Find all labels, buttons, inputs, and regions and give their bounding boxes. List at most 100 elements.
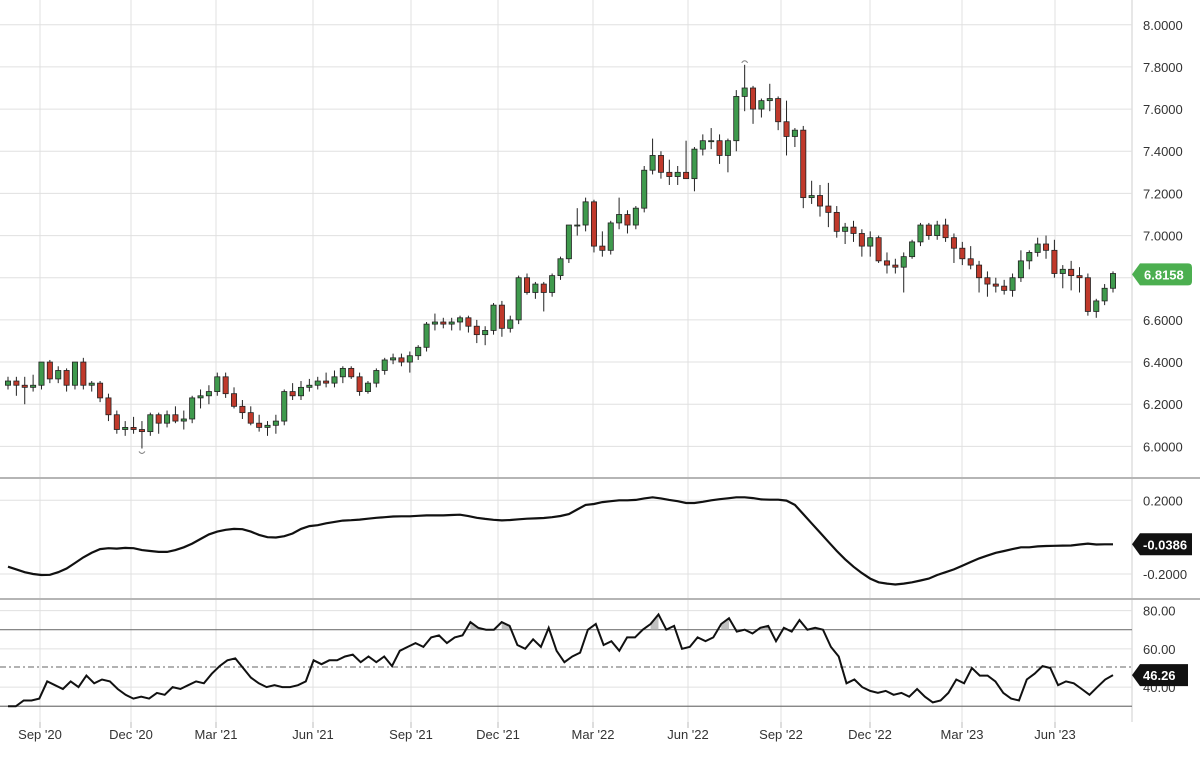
candle-body [105, 397, 112, 416]
candle-body [46, 361, 53, 380]
candle-body [1034, 243, 1041, 253]
candle-body [1051, 249, 1058, 274]
candle-body [875, 237, 882, 262]
y-tick-label: 80.00 [1143, 604, 1176, 619]
x-tick-label: Jun '22 [667, 727, 709, 742]
candle-body [138, 429, 145, 433]
candle-body [1110, 273, 1116, 289]
candle-body [775, 98, 782, 123]
candle-body [833, 211, 840, 232]
x-tick-label: Jun '23 [1034, 727, 1076, 742]
indicator-panel-1: 0.2000 -0.2000 -0.0386 [7, 493, 1192, 586]
candle-body [867, 237, 874, 247]
last-price-label: 6.8158 [1144, 267, 1184, 282]
x-tick-label: Sep '21 [389, 727, 433, 742]
candle-body [323, 380, 330, 384]
candle-body [817, 195, 824, 207]
price-panel: 8.00007.80007.60007.40007.20007.00006.80… [5, 18, 1192, 454]
candle-body [297, 386, 304, 397]
last-price-badge [1132, 263, 1192, 286]
grid-layer [0, 0, 1200, 722]
candle-body [967, 258, 974, 266]
candle-body [348, 367, 355, 378]
x-tick-label: Mar '21 [195, 727, 238, 742]
candle-body [842, 226, 849, 232]
candle-body [205, 391, 212, 397]
candle-body [172, 414, 179, 422]
candle-body [88, 382, 95, 386]
candle-body [448, 321, 455, 325]
candle-body [314, 380, 321, 386]
candle-body [364, 382, 371, 392]
candle-body [699, 140, 706, 150]
candle-body [21, 384, 28, 388]
candle-body [155, 414, 162, 424]
indicator-1-value: -0.0386 [1143, 537, 1187, 552]
candle-body [858, 233, 865, 247]
candle-body [1101, 287, 1108, 302]
candle-body [180, 418, 187, 422]
candle-body [490, 304, 497, 331]
candle-body [934, 224, 941, 236]
candle-body [390, 357, 397, 361]
y-tick-label: -0.2000 [1143, 567, 1187, 582]
overbought-fill [721, 618, 729, 630]
candle-body [574, 224, 581, 227]
high-marker [741, 60, 749, 64]
candle-body [950, 237, 957, 249]
candle-body [616, 214, 623, 224]
candle-body [71, 361, 78, 386]
y-tick-label: 7.2000 [1143, 186, 1183, 201]
y-tick-label: 7.8000 [1143, 60, 1183, 75]
indicator-2-line [8, 612, 1114, 708]
candle-body [724, 140, 731, 156]
candle-body [641, 169, 648, 209]
x-tick-label: Sep '22 [759, 727, 803, 742]
candle-body [331, 376, 338, 384]
y-tick-label: 6.2000 [1143, 397, 1183, 412]
candle-body [515, 277, 522, 321]
candle-body [130, 427, 137, 430]
candle-body [440, 321, 447, 325]
candle-body [758, 100, 765, 110]
candle-body [197, 395, 204, 399]
candle-body [599, 245, 606, 251]
candle-body [524, 277, 531, 293]
candle-body [808, 195, 815, 199]
candle-body [666, 171, 673, 177]
candle-body [80, 361, 87, 386]
candle-body [222, 376, 229, 395]
y-tick-label: 60.00 [1143, 642, 1176, 657]
candle-body [959, 247, 966, 260]
candle-body [657, 155, 664, 173]
candle-body [55, 370, 62, 380]
candle-body [540, 283, 547, 293]
y-tick-label: 6.0000 [1143, 439, 1183, 454]
x-tick-label: Dec '21 [476, 727, 520, 742]
candle-body [607, 222, 614, 251]
candle-body [1017, 260, 1024, 279]
candle-body [214, 376, 221, 392]
x-tick-label: Mar '22 [572, 727, 615, 742]
candle-body [909, 241, 916, 258]
y-tick-label: 7.4000 [1143, 144, 1183, 159]
candle-body [281, 391, 288, 422]
candle-body [113, 414, 120, 430]
candle-body [733, 96, 740, 142]
candle-body [984, 277, 991, 285]
candle-body [925, 224, 932, 236]
candle-body [356, 376, 363, 392]
y-tick-label: 7.6000 [1143, 102, 1183, 117]
x-tick-label: Sep '20 [18, 727, 62, 742]
candle-body [473, 325, 480, 336]
indicator-2-badge [1132, 664, 1188, 687]
candle-body [1026, 252, 1033, 262]
candle-body [850, 226, 857, 234]
candle-body [63, 370, 70, 386]
candle-body [423, 323, 430, 348]
candle-body [289, 391, 296, 397]
candle-body [800, 129, 807, 199]
candle-body [406, 355, 413, 363]
